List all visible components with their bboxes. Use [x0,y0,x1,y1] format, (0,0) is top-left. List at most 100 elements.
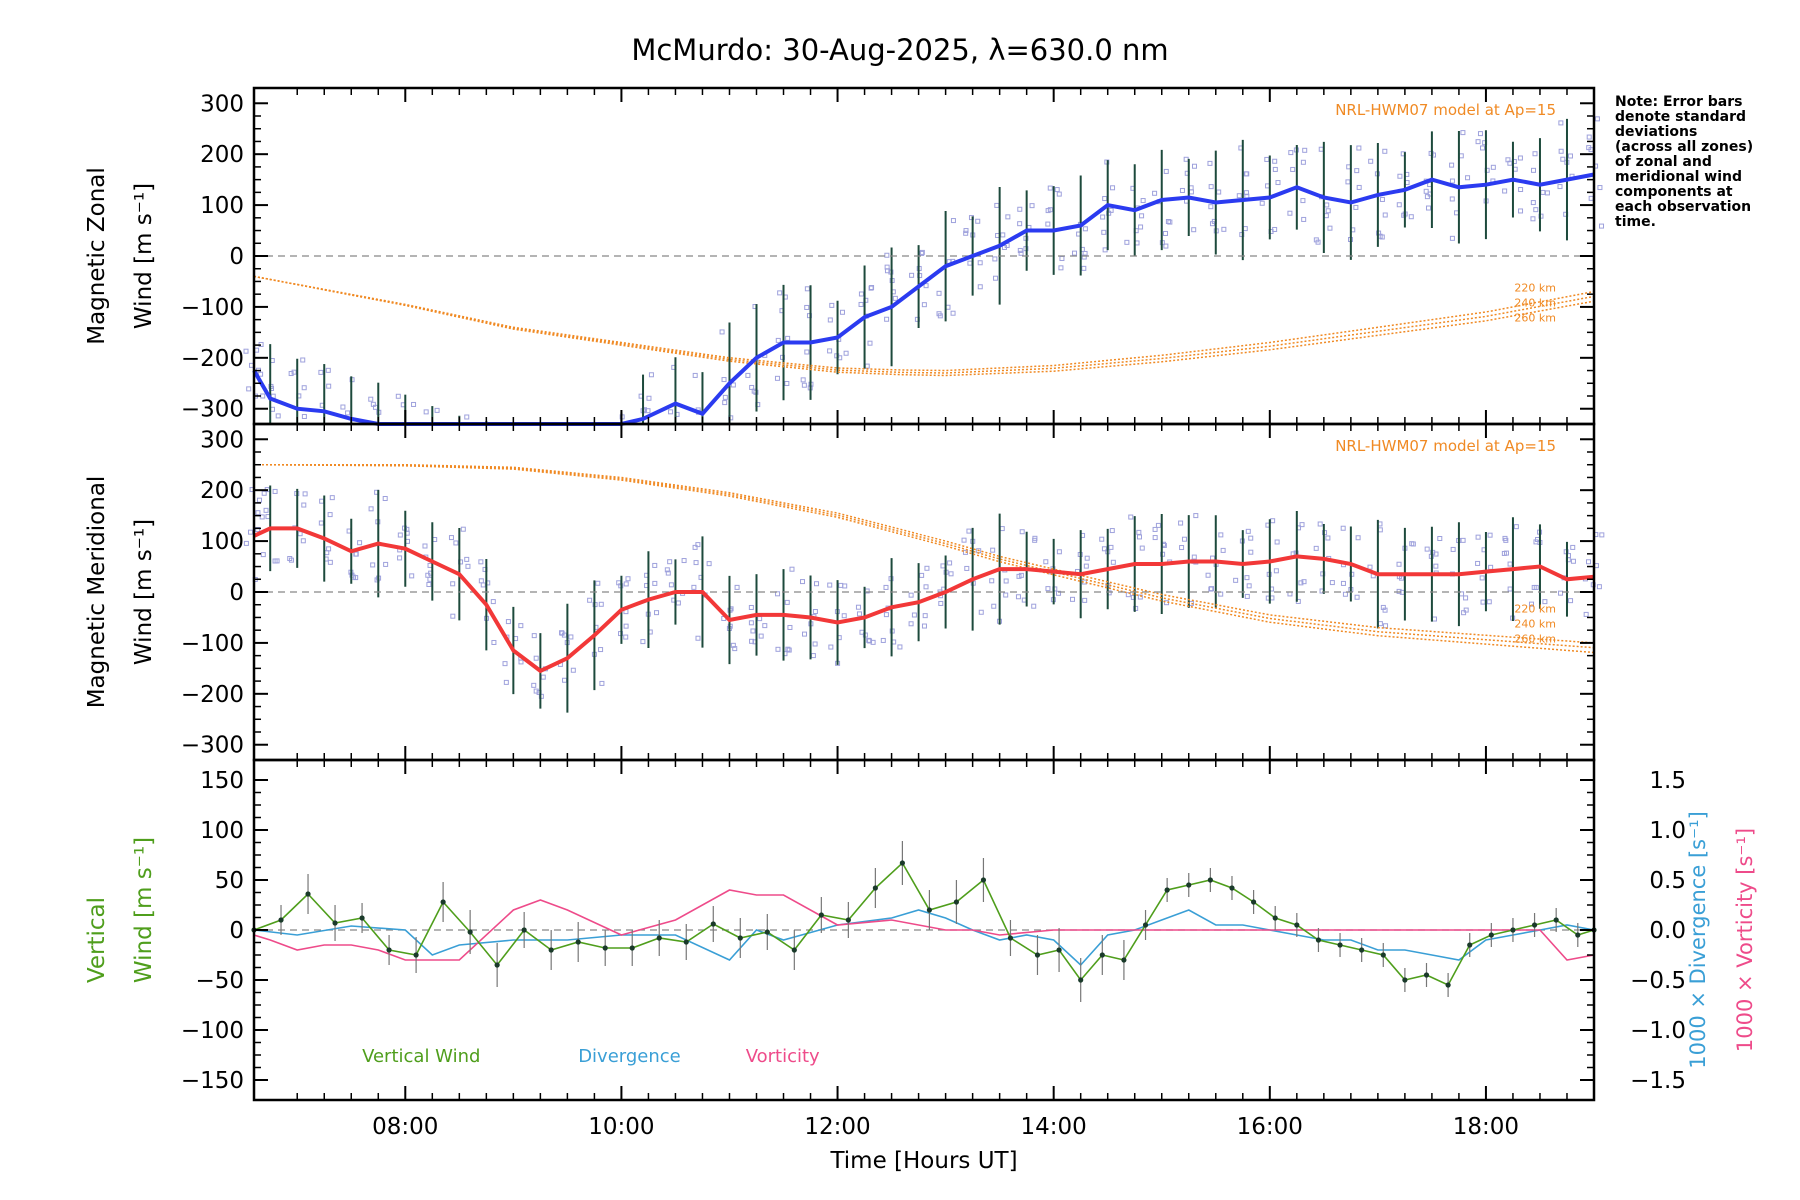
meridional-zone-point [1340,580,1346,586]
note-line: deviations [1615,124,1697,140]
meridional-zone-point [1136,529,1142,535]
y-tick-label: −300 [181,397,244,423]
vertical-point [494,962,500,968]
meridional-zone-point [1342,591,1348,597]
vertical-point [818,912,824,918]
y-tick-label: 50 [215,868,244,894]
meridional-zone-point [978,609,984,615]
meridional-model-curve-220km [254,463,1595,644]
meridional-zone-point [1245,528,1251,534]
meridional-zone-point [652,580,658,586]
zonal-zone-point [909,272,915,278]
zonal-zone-point [745,372,751,378]
meridional-zone-point [1136,534,1142,540]
zonal-zone-point [1560,156,1566,162]
meridional-zone-point [924,565,930,571]
meridional-zone-point [1479,575,1485,581]
zonal-zone-point [1379,234,1385,240]
meridional-ylabel-line2: Wind [m s⁻¹] [131,519,157,665]
meridional-zone-point [1460,537,1466,543]
zonal-zone-point [937,313,943,319]
zonal-zone-point [884,316,890,322]
zonal-zone-point [1302,147,1308,153]
zonal-zone-point [1139,213,1145,219]
meridional-zone-point [518,623,524,629]
zonal-zone-point [843,350,849,356]
meridional-zone-point [1570,558,1576,564]
zonal-zone-point [800,377,806,383]
meridional-zone-point [464,556,470,562]
zonal-zone-point [1533,207,1539,213]
meridional-zone-point [1152,526,1158,532]
meridional-zone-point [1503,550,1509,556]
meridional-zone-point [668,582,674,588]
zonal-zone-point [243,348,249,354]
zonal-zone-point [1558,120,1564,126]
note-line: time. [1615,214,1656,230]
zonal-wind-line [252,172,1595,426]
meridional-zone-point [1531,584,1537,590]
zonal-zone-point [1102,247,1108,253]
zonal-zone-point [1163,243,1169,249]
zonal-zone-point [1167,219,1173,225]
zonal-zone-point [1301,216,1307,222]
zonal-zone-point [340,404,346,410]
zonal-model-curve-220km [253,275,1595,372]
zonal-zone-point [967,260,973,266]
vertical-point [1056,947,1062,953]
meridional-zone-point [734,584,740,590]
meridional-zone-point [259,514,265,520]
meridional-zone-point [1325,535,1331,541]
meridional-zone-point [814,581,820,587]
zonal-zone-point [1480,145,1486,151]
meridional-zone-point [1218,591,1224,597]
meridional-zone-point [784,599,790,605]
meridional-zone-point [1568,598,1574,604]
vertical-point [521,927,527,933]
zonal-zone-point [1005,214,1011,220]
meridional-zone-point [789,566,795,572]
zonal-zone-point [1345,179,1351,185]
meridional-zone-point [665,570,671,576]
zonal-zone-point [1594,116,1600,122]
x-tick-label: 08:00 [372,1114,438,1140]
zonal-zone-point [730,382,736,388]
vertical-point [1402,977,1408,983]
meridional-zone-point [559,630,565,636]
meridional-zone-point [947,560,953,566]
meridional-zone-point [1450,546,1456,552]
meridional-zone-point [1583,611,1589,617]
meridional-zone-point [667,559,673,565]
vertical-y-axis-ticks: −150 −100 −50 0 50 100 150 [181,768,1594,1094]
zonal-zone-point [1449,235,1455,241]
note-line: each observation [1615,199,1751,215]
meridional-zone-point [1461,610,1467,616]
zonal-zone-point [395,393,401,399]
zonal-zone-point [1300,159,1306,165]
zonal-model-alt-220: 220 km [1514,282,1556,295]
x-tick-label: 18:00 [1453,1114,1519,1140]
zonal-zone-point [1179,187,1185,193]
zonal-zone-point [1208,204,1214,210]
y-tick-label: 100 [200,193,244,219]
meridional-zone-point [1274,539,1280,545]
zonal-zone-point [434,407,440,413]
zonal-zone-point [1477,131,1483,137]
y-tick-label: 0 [229,918,244,944]
meridional-zone-point [758,633,764,639]
y2-tick-label: 0.5 [1649,868,1686,894]
meridional-zone-point [1340,525,1346,531]
x-tick-label: 14:00 [1021,1114,1087,1140]
zonal-zone-point [345,410,351,416]
meridional-zone-point [664,567,670,573]
meridional-zone-point [1019,529,1025,535]
zonal-zone-point [1138,224,1144,230]
zonal-zone-point [1315,239,1321,245]
zonal-zone-point [464,414,470,420]
zonal-zone-point [1259,200,1265,206]
vertical-point [1164,887,1170,893]
meridional-zone-point [409,573,415,579]
meridional-zone-point [812,641,818,647]
meridional-zone-point [1084,555,1090,561]
meridional-zone-point [540,674,546,680]
